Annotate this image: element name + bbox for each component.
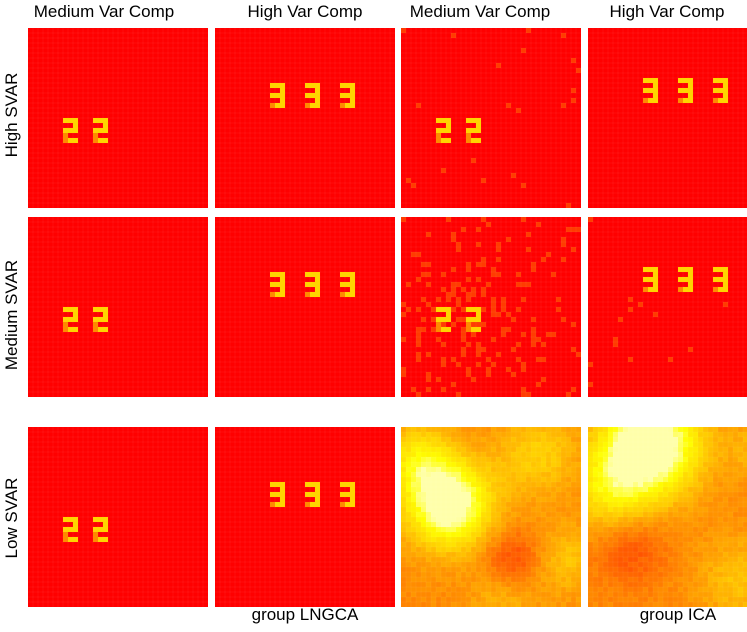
column-title-4: High Var Comp xyxy=(609,2,725,21)
map-medium-svar-ica-medium xyxy=(401,217,581,397)
map-high-svar-ica-medium xyxy=(401,28,581,208)
digit-2-glyph xyxy=(93,118,108,143)
digit-3-glyph xyxy=(643,267,658,292)
digit-3-glyph xyxy=(305,272,320,297)
method-label-lngca: group LNGCA xyxy=(251,605,359,624)
digit-3-glyph xyxy=(270,482,285,507)
digit-3-glyph xyxy=(305,482,320,507)
digit-2-glyph xyxy=(63,517,78,542)
noise-speckles xyxy=(401,217,581,397)
method-label-ica: group ICA xyxy=(639,605,717,624)
map-medium-svar-lngca-high xyxy=(215,217,395,397)
digit-3-glyph xyxy=(643,78,658,103)
map-high-svar-lngca-high xyxy=(215,28,395,208)
noise-speckles xyxy=(588,217,728,387)
map-high-svar-ica-high xyxy=(588,28,747,208)
digit-3-glyph xyxy=(340,482,355,507)
digit-3-glyph xyxy=(678,78,693,103)
digit-2-glyph xyxy=(466,307,481,332)
digit-3-glyph xyxy=(713,78,728,103)
column-title-1: Medium Var Comp xyxy=(33,2,175,21)
map-medium-svar-lngca-medium xyxy=(28,217,208,397)
map-low-svar-ica-medium xyxy=(401,427,581,607)
map-low-svar-ica-high xyxy=(588,427,747,607)
map-low-svar-lngca-medium xyxy=(28,427,208,607)
smooth-field xyxy=(401,427,581,607)
digit-2-glyph xyxy=(436,118,451,143)
map-medium-svar-ica-high xyxy=(588,217,747,397)
digit-3-glyph xyxy=(713,267,728,292)
digit-2-glyph xyxy=(63,307,78,332)
digit-3-glyph xyxy=(305,83,320,108)
row-label-high-svar: High SVAR xyxy=(2,72,21,158)
digit-2-glyph xyxy=(466,118,481,143)
map-low-svar-lngca-high xyxy=(215,427,395,607)
digit-2-glyph xyxy=(63,118,78,143)
column-title-2: High Var Comp xyxy=(247,2,363,21)
digit-2-glyph xyxy=(93,307,108,332)
digit-2-glyph xyxy=(93,517,108,542)
digit-3-glyph xyxy=(340,83,355,108)
column-title-3: Medium Var Comp xyxy=(409,2,551,21)
digit-3-glyph xyxy=(340,272,355,297)
row-label-low-svar: Low SVAR xyxy=(2,477,21,559)
map-high-svar-lngca-medium xyxy=(28,28,208,208)
digit-3-glyph xyxy=(678,267,693,292)
digit-2-glyph xyxy=(436,307,451,332)
row-label-medium-svar: Medium SVAR xyxy=(2,259,21,371)
smooth-field xyxy=(588,427,747,607)
digit-3-glyph xyxy=(270,83,285,108)
digit-3-glyph xyxy=(270,272,285,297)
